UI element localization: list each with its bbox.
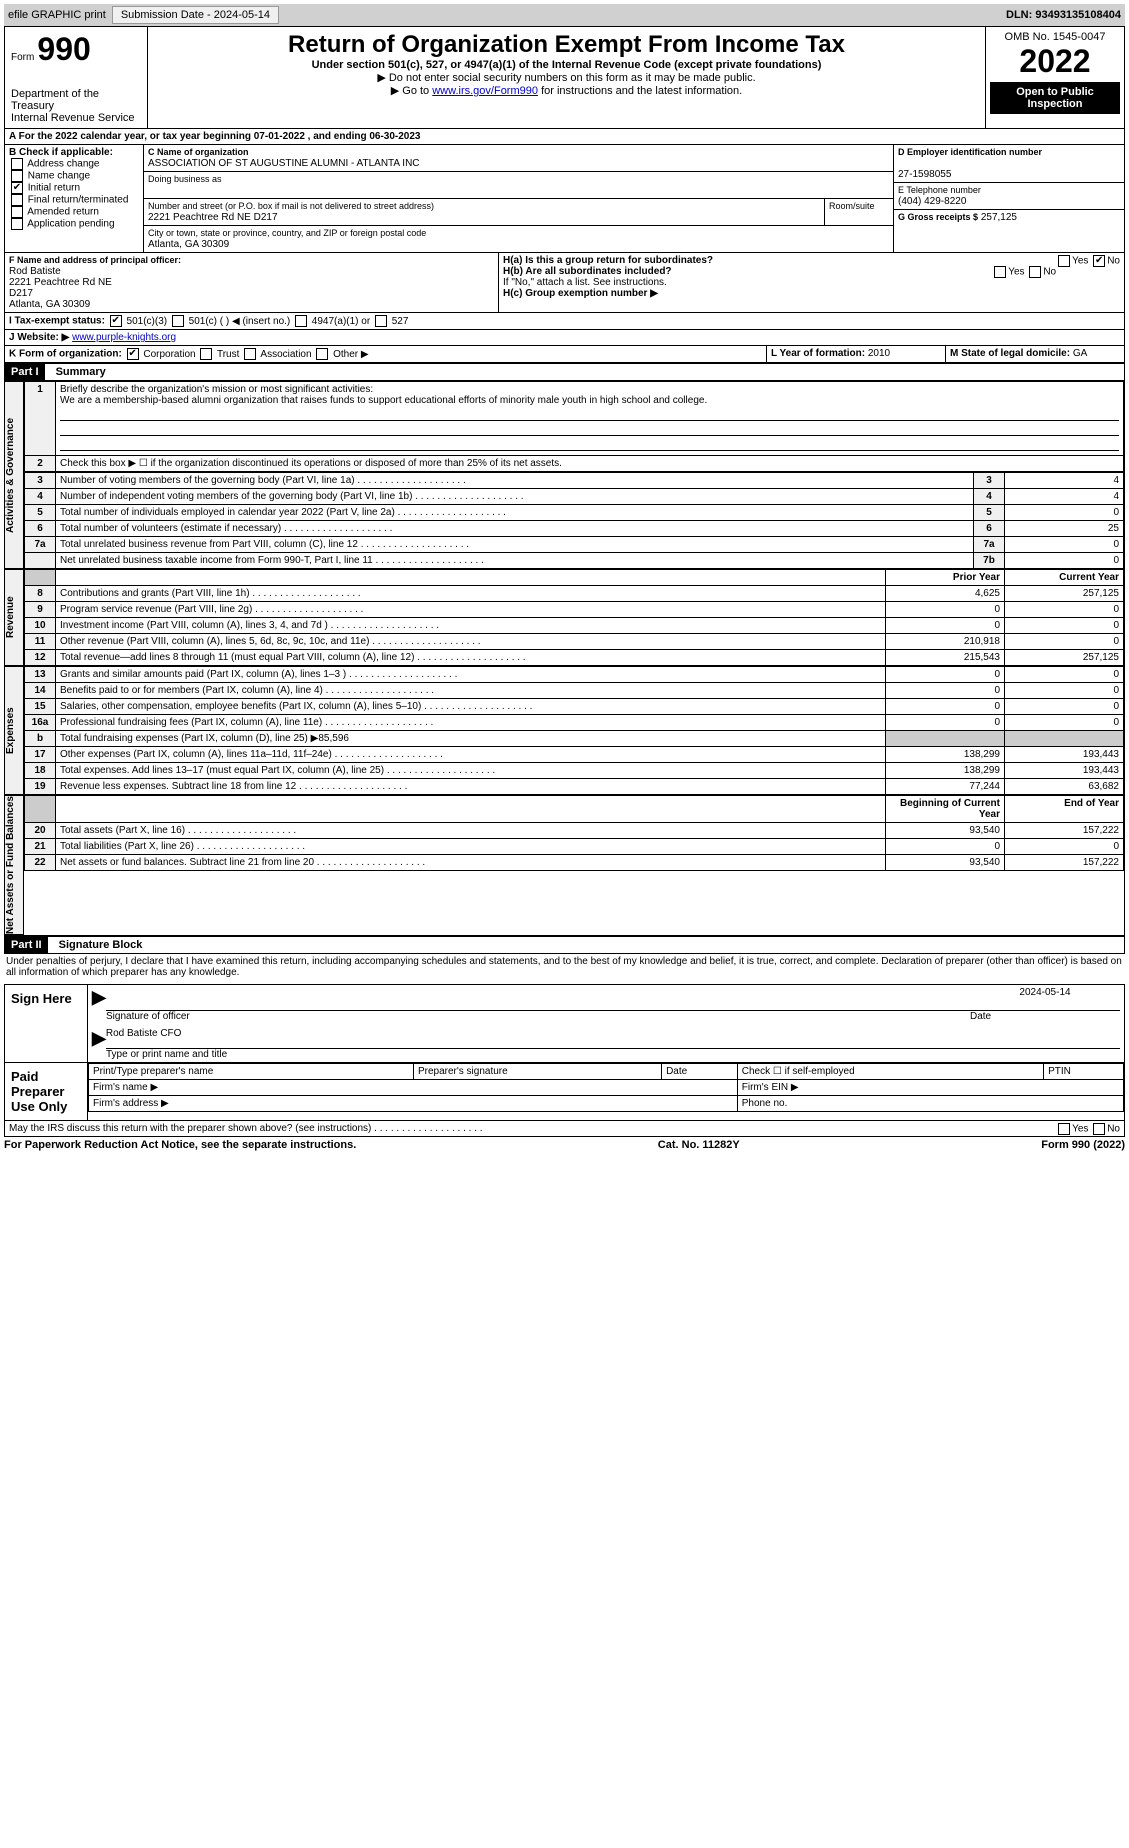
may-irs-yes[interactable] [1058, 1123, 1070, 1135]
h-b-no[interactable] [1029, 266, 1041, 278]
opt-i-1[interactable] [172, 315, 184, 327]
part1-header: Part I Summary [4, 363, 1125, 381]
opt-k-2[interactable] [244, 348, 256, 360]
tax-exempt-row: I Tax-exempt status: 501(c)(3) 501(c) ( … [4, 313, 1125, 330]
opt-i-2[interactable] [295, 315, 307, 327]
part2-header: Part II Signature Block [4, 936, 1125, 954]
may-irs-no[interactable] [1093, 1123, 1105, 1135]
side-exp: Expenses [5, 666, 24, 795]
efile-label: efile GRAPHIC print [8, 9, 106, 21]
dept-label: Department of the Treasury [11, 88, 141, 112]
city-state-zip: Atlanta, GA 30309 [148, 239, 229, 250]
form-title: Return of Organization Exempt From Incom… [152, 31, 981, 59]
top-bar: efile GRAPHIC print Submission Date - 20… [4, 4, 1125, 26]
gross-receipts: 257,125 [981, 212, 1017, 223]
h-a-no[interactable] [1093, 255, 1105, 267]
ein: 27-1598055 [898, 169, 951, 180]
opt-i-0[interactable] [110, 315, 122, 327]
open-to-public: Open to Public Inspection [990, 82, 1120, 114]
side-ag: Activities & Governance [5, 381, 24, 569]
side-net: Net Assets or Fund Balances [5, 795, 24, 935]
opt-k-3[interactable] [316, 348, 328, 360]
arrow-icon: ▶ [92, 987, 106, 1011]
phone: (404) 429-8220 [898, 196, 966, 207]
declaration-text: Under penalties of perjury, I declare th… [4, 954, 1125, 980]
form-subtitle: Under section 501(c), 527, or 4947(a)(1)… [152, 59, 981, 71]
website-link[interactable]: www.purple-knights.org [72, 332, 176, 343]
side-rev: Revenue [5, 569, 24, 666]
check-b-3[interactable] [11, 194, 23, 206]
opt-i-3[interactable] [375, 315, 387, 327]
ssn-note: ▶ Do not enter social security numbers o… [152, 71, 981, 84]
check-b-1[interactable] [11, 170, 23, 182]
check-b-4[interactable] [11, 206, 23, 218]
form-label: Form [11, 52, 34, 63]
form-header: Form 990 Department of the Treasury Inte… [4, 26, 1125, 129]
opt-k-0[interactable] [127, 348, 139, 360]
website-row: J Website: ▶ www.purple-knights.org [4, 330, 1125, 346]
irs-label: Internal Revenue Service [11, 112, 141, 124]
entity-info-row: B Check if applicable: Address change Na… [4, 145, 1125, 253]
opt-k-1[interactable] [200, 348, 212, 360]
section-b-label: B Check if applicable: [9, 147, 139, 158]
check-b-0[interactable] [11, 158, 23, 170]
irs-link[interactable]: www.irs.gov/Form990 [432, 85, 538, 97]
period-row: A For the 2022 calendar year, or tax yea… [4, 129, 1125, 145]
may-irs-row: May the IRS discuss this return with the… [4, 1121, 1125, 1137]
officer-group-row: F Name and address of principal officer:… [4, 253, 1125, 313]
footer: For Paperwork Reduction Act Notice, see … [4, 1137, 1125, 1153]
goto-note: ▶ Go to www.irs.gov/Form990 for instruct… [152, 84, 981, 97]
omb-label: OMB No. 1545-0047 [990, 31, 1120, 43]
arrow-icon: ▶ [92, 1028, 106, 1049]
k-l-m-row: K Form of organization: Corporation Trus… [4, 346, 1125, 363]
tax-year: 2022 [990, 43, 1120, 80]
form-number: 990 [37, 31, 90, 67]
dln-label: DLN: 93493135108404 [1006, 9, 1121, 21]
h-b-yes[interactable] [994, 266, 1006, 278]
org-name: ASSOCIATION OF ST AUGUSTINE ALUMNI - ATL… [148, 158, 420, 169]
h-a-yes[interactable] [1058, 255, 1070, 267]
mission-text: We are a membership-based alumni organiz… [60, 395, 707, 406]
check-b-2[interactable] [11, 182, 23, 194]
check-b-5[interactable] [11, 218, 23, 230]
signature-block: Sign Here ▶ 2024-05-14 Signature of offi… [4, 984, 1125, 1121]
street-address: 2221 Peachtree Rd NE D217 [148, 212, 278, 223]
submission-date-button[interactable]: Submission Date - 2024-05-14 [112, 6, 279, 24]
